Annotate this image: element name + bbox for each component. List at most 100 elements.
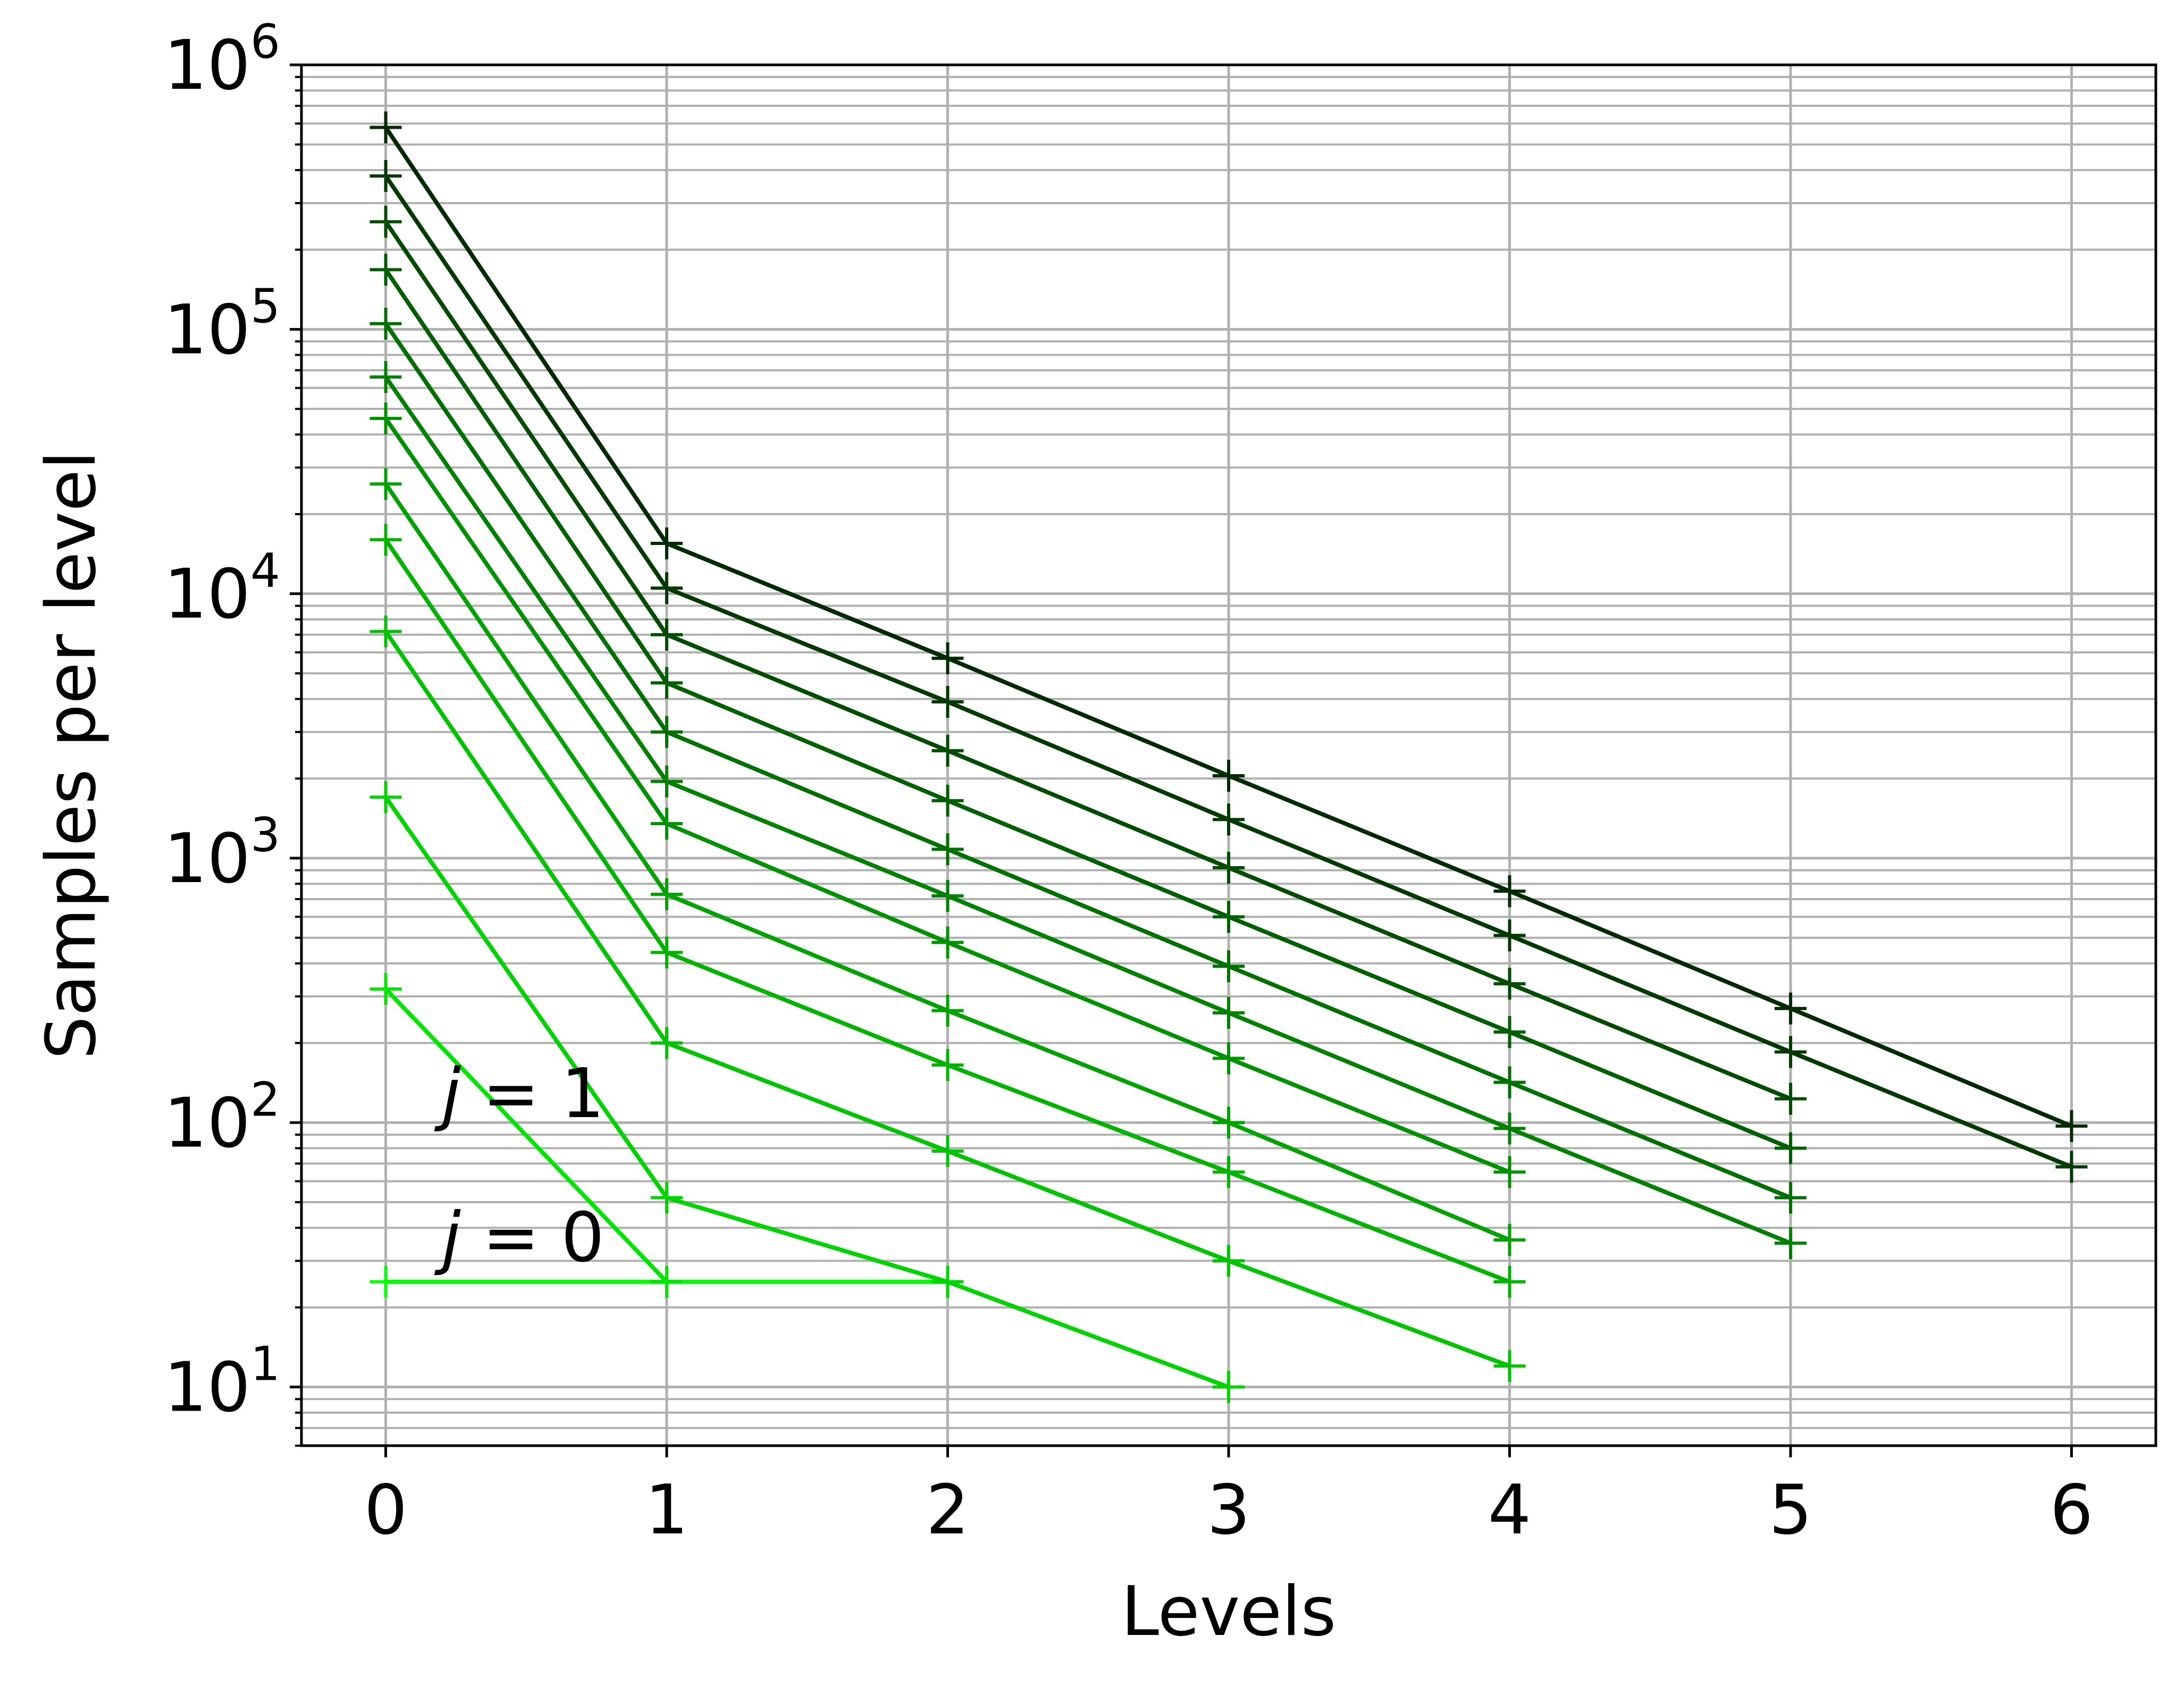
- data-point-marker: [1213, 1371, 1245, 1403]
- data-point-marker: [651, 765, 683, 798]
- data-point-marker: [369, 615, 402, 648]
- series: [369, 361, 1807, 1260]
- data-point-marker: [651, 1265, 683, 1298]
- data-point-marker: [1213, 759, 1245, 792]
- data-point-marker: [1774, 1083, 1807, 1115]
- x-tick-label: 6: [2050, 1471, 2093, 1550]
- series: [369, 254, 1807, 1164]
- x-tick-label: 2: [926, 1471, 969, 1550]
- data-point-marker: [369, 307, 402, 340]
- data-point-marker: [1213, 950, 1245, 983]
- x-axis-label: Levels: [1121, 1572, 1337, 1651]
- data-point-marker: [931, 926, 964, 959]
- data-point-marker: [1213, 1156, 1245, 1188]
- data-point-marker: [2055, 1151, 2088, 1183]
- data-point-marker: [1493, 1066, 1526, 1098]
- data-point-marker: [651, 808, 683, 840]
- data-point-marker: [1493, 1112, 1526, 1145]
- y-tick-label: 103: [164, 808, 280, 899]
- series: [369, 111, 2088, 1142]
- data-point-marker: [369, 1265, 402, 1298]
- data-point-marker: [931, 784, 964, 817]
- annotations: j = 1 j = 0: [434, 1054, 604, 1278]
- series-annotation: j = 0: [434, 1198, 604, 1277]
- data-point-marker: [931, 686, 964, 718]
- data-point-marker: [1774, 992, 1807, 1025]
- data-point-marker: [1493, 1265, 1526, 1298]
- data-point-marker: [369, 361, 402, 393]
- series: [369, 160, 2088, 1183]
- data-point-marker: [2055, 1110, 2088, 1142]
- y-tick-label: 105: [164, 279, 280, 370]
- data-point-marker: [1493, 1350, 1526, 1382]
- data-point-marker: [1213, 1245, 1245, 1277]
- x-tick-label: 0: [364, 1471, 407, 1550]
- data-point-marker: [931, 1049, 964, 1081]
- series: [369, 973, 683, 1298]
- series: [369, 206, 1807, 1115]
- x-tick-label: 4: [1488, 1471, 1531, 1550]
- series-line: [384, 987, 668, 1284]
- y-tick-label: 104: [164, 543, 280, 634]
- series-line: [384, 269, 1792, 1151]
- data-point-marker: [369, 973, 402, 1005]
- data-point-marker: [651, 716, 683, 748]
- data-point-marker: [651, 936, 683, 969]
- series-line: [384, 220, 1792, 1101]
- axis-ticks: 0 1 2 3 4 5 6 101 102 103 104 105 106: [164, 14, 2093, 1550]
- data-point-marker: [931, 734, 964, 767]
- y-tick-label: 106: [164, 14, 280, 105]
- series: [369, 307, 1807, 1214]
- x-tick-label: 1: [645, 1471, 688, 1550]
- series: [369, 615, 1526, 1382]
- data-point-marker: [651, 618, 683, 651]
- data-point-marker: [651, 527, 683, 560]
- data-point-marker: [369, 111, 402, 144]
- data-point-marker: [931, 1265, 964, 1298]
- data-point-marker: [1774, 1036, 1807, 1068]
- data-point-marker: [369, 402, 402, 435]
- series: [369, 468, 1526, 1256]
- series-line: [384, 322, 1792, 1200]
- data-point-marker: [1213, 1106, 1245, 1139]
- data-point-marker: [1493, 1016, 1526, 1048]
- data-point-marker: [931, 642, 964, 675]
- data-point-marker: [1213, 852, 1245, 884]
- data-point-marker: [931, 879, 964, 912]
- data-point-marker: [931, 994, 964, 1027]
- data-point-marker: [1493, 1156, 1526, 1188]
- data-point-marker: [1213, 1042, 1245, 1075]
- data-point-marker: [931, 1135, 964, 1167]
- data-point-marker: [1213, 996, 1245, 1029]
- data-point-marker: [651, 1027, 683, 1059]
- data-point-marker: [651, 1181, 683, 1214]
- series-annotation: j = 1: [434, 1054, 604, 1134]
- data-point-marker: [369, 468, 402, 500]
- data-point-marker: [651, 667, 683, 699]
- data-point-marker: [369, 254, 402, 286]
- series-line: [384, 796, 1230, 1389]
- data-point-marker: [369, 160, 402, 192]
- y-tick-label: 102: [164, 1072, 280, 1163]
- data-point-marker: [1493, 968, 1526, 1000]
- data-point-marker: [1213, 803, 1245, 836]
- data-point-marker: [1774, 1132, 1807, 1164]
- data-point-marker: [369, 206, 402, 238]
- series: [369, 402, 1526, 1188]
- data-point-marker: [1774, 1227, 1807, 1260]
- series: [369, 524, 1526, 1298]
- data-point-marker: [1493, 1224, 1526, 1256]
- data-point-marker: [1213, 901, 1245, 933]
- series: [369, 781, 1245, 1403]
- data-point-marker: [1493, 875, 1526, 908]
- series-line: [384, 375, 1792, 1245]
- data-point-marker: [651, 572, 683, 605]
- y-tick-label: 101: [164, 1337, 280, 1428]
- x-tick-label: 5: [1769, 1471, 1812, 1550]
- y-axis-label: Samples per level: [32, 451, 111, 1060]
- data-point-marker: [369, 781, 402, 813]
- data-point-marker: [369, 524, 402, 556]
- series-group: [369, 111, 2088, 1403]
